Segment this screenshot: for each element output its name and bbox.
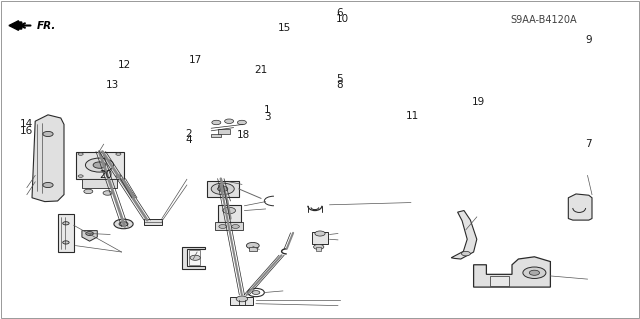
Circle shape [529,270,540,275]
Text: 17: 17 [189,55,202,65]
Bar [316,247,321,251]
Bar [230,297,253,305]
Text: 21: 21 [255,64,268,75]
Circle shape [119,222,128,226]
Text: 18: 18 [237,130,250,140]
Text: FR.: FR. [36,20,56,31]
Circle shape [223,207,236,214]
Circle shape [236,296,248,302]
Text: 7: 7 [586,138,592,149]
Circle shape [78,175,83,177]
Circle shape [461,251,470,256]
Text: 13: 13 [106,79,118,90]
Text: 20: 20 [99,170,112,180]
Text: 12: 12 [118,60,131,70]
Circle shape [212,120,221,125]
Circle shape [43,182,53,188]
Circle shape [219,225,227,228]
Circle shape [314,244,324,249]
FancyArrow shape [9,21,22,30]
Text: 10: 10 [336,13,349,24]
Text: 5: 5 [336,74,342,84]
Text: 3: 3 [264,112,271,122]
Polygon shape [474,257,550,287]
Text: 9: 9 [586,35,592,45]
Polygon shape [182,247,205,269]
Circle shape [246,242,259,249]
Bar [211,134,221,137]
Text: 16: 16 [20,126,33,137]
Polygon shape [451,211,477,259]
Bar [218,205,241,222]
Bar [218,129,230,134]
Circle shape [86,232,93,235]
Circle shape [315,231,325,236]
Circle shape [237,120,246,125]
Text: 2: 2 [186,129,192,139]
Bar [144,219,162,225]
Polygon shape [32,115,64,202]
Circle shape [78,153,83,155]
Circle shape [225,119,234,123]
Bar [312,232,328,244]
Bar [189,250,200,265]
Text: 11: 11 [406,111,419,122]
Circle shape [116,153,121,155]
Circle shape [43,131,53,137]
Text: 1: 1 [264,105,271,115]
Bar [82,179,117,188]
Circle shape [114,219,133,229]
Bar [207,181,239,197]
Circle shape [523,267,546,278]
Text: 14: 14 [20,119,33,130]
Circle shape [86,158,114,172]
Polygon shape [568,194,592,220]
Polygon shape [82,231,97,241]
Text: 4: 4 [186,135,192,145]
Circle shape [190,255,200,260]
Circle shape [252,291,260,294]
Bar [58,214,74,252]
Bar [490,276,509,286]
Bar [249,247,257,251]
Bar [215,222,243,230]
Circle shape [84,189,93,194]
Text: 19: 19 [472,97,485,107]
Circle shape [218,186,228,191]
Text: 15: 15 [278,23,291,33]
Circle shape [232,225,239,228]
Circle shape [93,162,106,168]
Circle shape [63,241,69,244]
Text: S9AA-B4120A: S9AA-B4120A [511,15,577,25]
Text: 8: 8 [336,80,342,91]
Circle shape [211,183,234,195]
Bar [76,152,124,179]
Text: 6: 6 [336,8,342,19]
Circle shape [248,288,264,297]
Circle shape [116,175,121,177]
Circle shape [63,222,69,225]
Circle shape [103,191,112,195]
